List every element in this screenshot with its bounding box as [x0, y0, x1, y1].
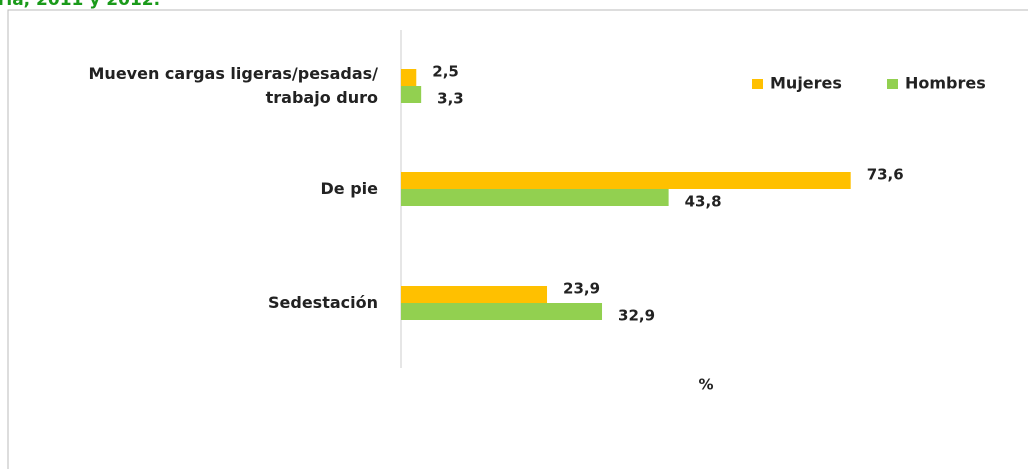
category-label: Sedestación: [268, 293, 378, 312]
legend-swatch: [752, 79, 763, 89]
category-label: Mueven cargas ligeras/pesadas/ trabajo d…: [88, 64, 379, 107]
category-label: De pie: [320, 179, 379, 198]
bar: [401, 69, 417, 86]
value-label: 32,9: [618, 307, 655, 325]
value-label: 2,5: [432, 63, 459, 81]
value-label: 3,3: [437, 90, 464, 108]
frame: [7, 9, 1028, 469]
legend-label: Mujeres: [770, 74, 842, 93]
bar: [401, 303, 603, 320]
value-label: 43,8: [685, 193, 722, 211]
bar: [401, 286, 548, 303]
value-label: 73,6: [867, 166, 904, 184]
value-label: 23,9: [563, 280, 600, 298]
x-axis-label: %: [698, 376, 713, 394]
bar: [401, 189, 669, 206]
bar: [401, 86, 422, 103]
legend-swatch: [887, 79, 898, 89]
bar: [401, 172, 851, 189]
legend-label: Hombres: [905, 74, 986, 93]
chart-title: ria, 2011 y 2012.: [0, 0, 160, 10]
